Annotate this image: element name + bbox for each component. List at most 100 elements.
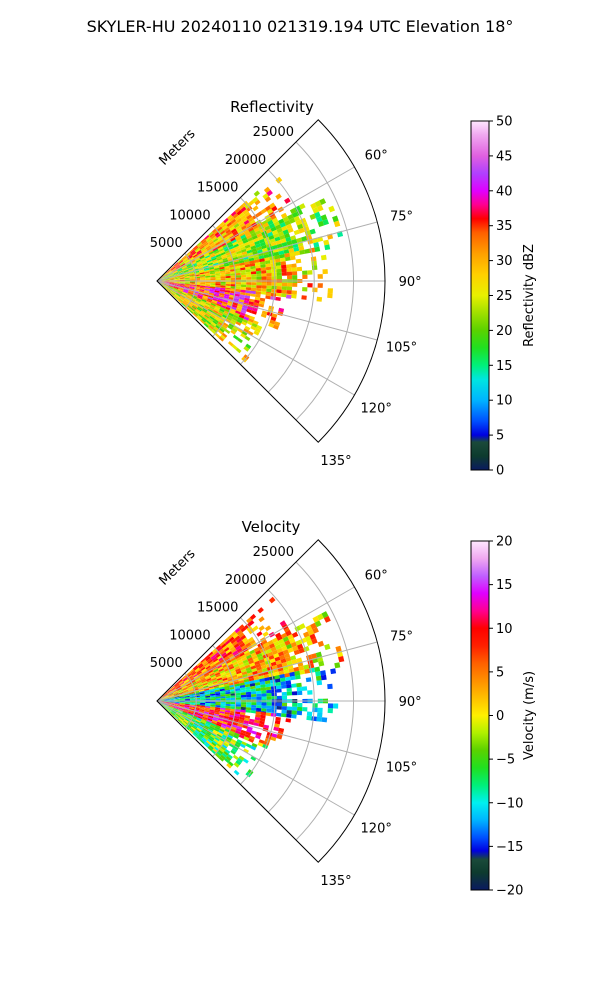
echo-cell: [197, 252, 203, 257]
echo-cell: [259, 658, 265, 664]
echo-cell: [186, 295, 192, 299]
echo-cell: [219, 221, 225, 227]
echo-cell: [298, 665, 305, 671]
echo-cell: [225, 697, 231, 700]
echo-cell: [264, 677, 270, 682]
echo-cell: [174, 701, 180, 703]
echo-cell: [240, 634, 247, 641]
echo-cell: [237, 255, 244, 259]
echo-cell: [267, 219, 274, 226]
echo-cell: [273, 233, 280, 239]
echo-cell: [182, 257, 188, 261]
echo-cell: [231, 747, 238, 753]
echo-cell: [214, 292, 220, 295]
echo-cell: [241, 656, 248, 662]
echo-cell: [266, 208, 274, 215]
echo-cell: [328, 205, 335, 213]
echo-cell: [271, 276, 277, 280]
echo-cell: [209, 692, 216, 695]
echo-cell: [204, 321, 210, 327]
azimuth-tick-label: 105°: [386, 761, 417, 776]
echo-cell: [246, 249, 253, 254]
echo-cell: [251, 696, 257, 700]
echo-cell: [262, 247, 268, 253]
echo-cell: [183, 258, 189, 263]
echo-cell: [243, 328, 249, 334]
echo-cell: [199, 286, 205, 289]
echo-cell: [192, 665, 198, 670]
echo-cell: [189, 728, 195, 733]
echo-cell: [168, 273, 174, 276]
echo-cell: [248, 628, 255, 635]
echo-cell: [177, 290, 183, 293]
echo-cell: [254, 716, 261, 721]
echo-cell: [182, 687, 188, 690]
echo-cell: [175, 293, 181, 297]
echo-cell: [245, 271, 252, 275]
echo-cell: [259, 678, 265, 683]
echo-cell: [220, 281, 226, 284]
echo-cell: [314, 620, 322, 628]
echo-cell: [261, 664, 267, 670]
echo-cell: [244, 297, 250, 302]
echo-cell: [170, 266, 175, 270]
echo-cell: [235, 697, 242, 700]
echo-cell: [235, 286, 241, 290]
echo-cell: [198, 244, 204, 249]
echo-cell: [220, 698, 226, 701]
echo-cell: [232, 316, 238, 322]
echo-cell: [188, 269, 194, 272]
echo-cell: [270, 266, 277, 270]
echo-cell: [215, 696, 221, 699]
echo-cell: [237, 316, 244, 322]
echo-cell: [204, 707, 210, 710]
echo-cell: [193, 675, 199, 679]
echo-cell: [216, 301, 223, 305]
echo-cell: [256, 324, 263, 330]
echo-cell: [232, 254, 238, 259]
echo-cell: [188, 309, 194, 314]
echo-cell: [166, 289, 171, 293]
echo-cell: [262, 193, 269, 200]
echo-cell: [194, 677, 200, 681]
echo-cell: [210, 696, 216, 699]
echo-cell: [175, 264, 181, 269]
echo-cell: [270, 215, 277, 221]
echo-cell: [210, 302, 216, 307]
echo-cell: [179, 276, 185, 278]
echo-cell: [227, 302, 233, 307]
echo-cell: [172, 690, 178, 694]
echo-cell: [301, 295, 307, 300]
echo-cell: [265, 292, 272, 297]
echo-cell: [213, 309, 219, 314]
echo-cell: [231, 306, 237, 311]
echo-cell: [260, 264, 266, 268]
echo-cell: [229, 667, 236, 672]
echo-cell: [249, 683, 256, 687]
echo-cell: [245, 771, 252, 778]
echo-cell: [167, 707, 172, 712]
echo-cell: [179, 702, 185, 703]
echo-cell: [219, 641, 225, 647]
echo-cell: [235, 704, 242, 707]
echo-cell: [248, 239, 255, 245]
echo-cell: [228, 653, 234, 658]
echo-cell: [230, 710, 236, 714]
azimuth-spoke: [156, 221, 378, 282]
echo-cell: [246, 617, 253, 624]
echo-cell: [166, 708, 171, 713]
echo-cell: [204, 288, 210, 291]
echo-cell: [254, 299, 260, 304]
echo-cell: [195, 300, 201, 304]
echo-cell: [204, 734, 210, 739]
echo-cell: [183, 677, 188, 682]
echo-cell: [251, 702, 257, 706]
echo-cell: [191, 725, 197, 730]
echo-cell: [273, 671, 280, 677]
echo-cell: [244, 325, 251, 331]
echo-cell: [236, 250, 242, 255]
echo-cell: [167, 270, 172, 274]
echo-cell: [232, 754, 239, 760]
echo-cell: [251, 276, 257, 280]
echo-cell: [195, 299, 201, 303]
